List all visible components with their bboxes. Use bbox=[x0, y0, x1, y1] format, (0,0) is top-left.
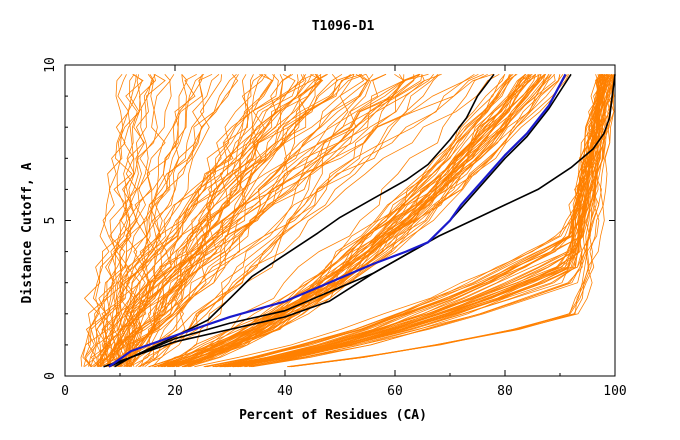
steep-models-curve bbox=[135, 74, 415, 367]
steep-models-curve bbox=[144, 73, 368, 368]
plateau-models-curve bbox=[222, 74, 615, 368]
highlight-curves bbox=[103, 73, 616, 368]
steep-models-curve bbox=[116, 74, 247, 368]
steep-models-curve bbox=[96, 74, 203, 367]
steep-models-curve bbox=[84, 73, 166, 367]
steep-models-curve bbox=[100, 73, 429, 368]
y-axis-label: Distance Cutoff, A bbox=[20, 162, 35, 303]
middle-models-curve bbox=[177, 74, 547, 368]
steep-models-curve bbox=[120, 73, 370, 367]
middle-models-curve bbox=[153, 74, 510, 368]
steep-models-curve bbox=[105, 73, 475, 368]
steep-models-curve bbox=[94, 74, 154, 367]
plateau-models-curve bbox=[219, 74, 608, 368]
steep-models-curve bbox=[161, 73, 488, 368]
steep-models-curve bbox=[105, 74, 222, 367]
steep-models-curve bbox=[138, 74, 279, 368]
steep-models-curve bbox=[98, 73, 484, 367]
steep-models-curve bbox=[129, 74, 305, 367]
steep-models-curve bbox=[105, 73, 363, 367]
middle-models-curve bbox=[183, 74, 545, 368]
middle-models-curve bbox=[169, 74, 556, 368]
steep-models-curve bbox=[96, 74, 130, 367]
steep-models-curve bbox=[105, 74, 322, 368]
plateau-models-curve bbox=[234, 74, 611, 368]
low-models-curve bbox=[287, 74, 615, 368]
middle-models-curve bbox=[175, 73, 536, 368]
steep-models-curve bbox=[119, 74, 339, 367]
plateau-models-curve bbox=[219, 74, 609, 368]
plateau-models-curve bbox=[221, 74, 606, 368]
plateau-models-curve bbox=[233, 74, 606, 368]
middle-models-curve bbox=[177, 74, 561, 368]
highlight-black-1-line bbox=[114, 73, 495, 368]
model-curves bbox=[80, 73, 615, 368]
x-tick-label: 60 bbox=[387, 384, 403, 399]
y-tick-label: 10 bbox=[43, 57, 58, 73]
plateau-models-curve bbox=[226, 74, 606, 368]
steep-models-curve bbox=[128, 74, 365, 367]
middle-models-curve bbox=[183, 74, 561, 368]
steep-models-curve bbox=[120, 73, 494, 368]
middle-models-curve bbox=[181, 74, 531, 368]
plateau-models-curve bbox=[224, 74, 613, 368]
x-tick-label: 40 bbox=[277, 384, 293, 399]
low-models-curve bbox=[290, 74, 608, 368]
steep-models-curve bbox=[109, 74, 405, 367]
middle-models-curve bbox=[182, 74, 556, 368]
axes: 0 20 40 60 80 100 0 5 10 bbox=[43, 57, 627, 399]
plateau-models-curve bbox=[194, 74, 601, 368]
middle-models-curve bbox=[148, 74, 506, 368]
steep-models-curve bbox=[97, 73, 328, 367]
highlight-black-3-line bbox=[103, 74, 616, 368]
y-tick-label: 0 bbox=[43, 372, 58, 380]
steep-models-curve bbox=[130, 73, 323, 367]
steep-models-curve bbox=[110, 73, 322, 367]
steep-models-curve bbox=[83, 74, 307, 367]
middle-models-curve bbox=[172, 74, 570, 368]
steep-models-curve bbox=[119, 74, 187, 367]
low-models-curve bbox=[288, 74, 606, 368]
highlight-blue-line bbox=[108, 73, 567, 368]
x-tick-label: 20 bbox=[167, 384, 183, 399]
steep-models-curve bbox=[83, 73, 143, 368]
steep-models-curve bbox=[130, 74, 371, 367]
steep-models-curve bbox=[98, 74, 423, 367]
steep-models-curve bbox=[106, 74, 141, 367]
middle-models-curve bbox=[157, 73, 546, 368]
middle-models-curve bbox=[167, 74, 517, 368]
steep-models-curve bbox=[87, 74, 203, 367]
chart-title: T1096-D1 bbox=[312, 19, 375, 34]
steep-models-curve bbox=[152, 73, 387, 367]
x-tick-label: 0 bbox=[61, 384, 69, 399]
y-tick-label: 5 bbox=[43, 217, 58, 225]
middle-models-curve bbox=[164, 73, 533, 368]
steep-models-curve bbox=[90, 74, 175, 367]
steep-models-curve bbox=[99, 73, 220, 367]
x-axis-label: Percent of Residues (CA) bbox=[239, 408, 427, 423]
steep-models-curve bbox=[99, 74, 156, 367]
middle-models-curve bbox=[154, 74, 530, 368]
steep-models-curve bbox=[113, 74, 374, 367]
middle-models-curve bbox=[160, 73, 529, 368]
steep-models-curve bbox=[121, 74, 171, 367]
steep-models-curve bbox=[106, 73, 421, 367]
x-tick-label: 100 bbox=[603, 384, 626, 399]
steep-models-curve bbox=[118, 73, 324, 367]
x-tick-label: 80 bbox=[497, 384, 513, 399]
steep-models-curve bbox=[82, 73, 367, 367]
steep-models-curve bbox=[93, 74, 239, 368]
